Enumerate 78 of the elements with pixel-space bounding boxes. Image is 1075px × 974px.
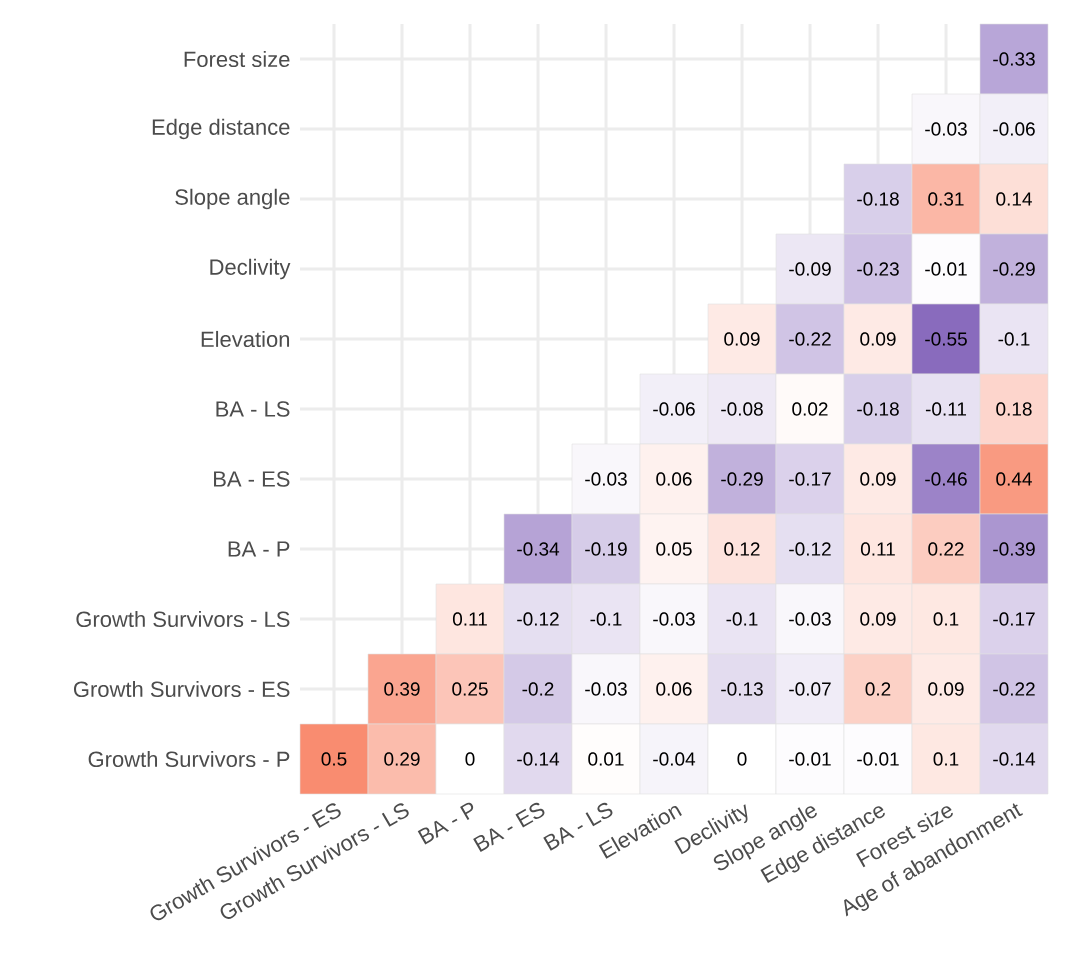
data-label: -0.01: [925, 262, 967, 276]
data-label: 0.25: [452, 682, 488, 696]
data-label: 0.02: [792, 402, 828, 416]
data-label: 0.12: [724, 542, 760, 556]
y-tick-label: BA - ES: [214, 471, 290, 487]
data-label: -0.03: [925, 122, 967, 136]
y-tick-label: BA - LS: [216, 401, 290, 417]
data-label: -0.29: [721, 472, 763, 486]
data-label: 0.11: [860, 542, 895, 556]
data-label: -0.39: [993, 542, 1035, 556]
y-tick-label: Declivity: [210, 258, 291, 280]
data-label: 0: [737, 752, 747, 766]
data-label: 0.5: [321, 752, 347, 766]
data-label: -0.1: [590, 612, 622, 626]
data-label: -0.08: [721, 402, 763, 416]
data-label: -0.14: [517, 752, 560, 766]
data-label: -0.09: [789, 262, 831, 276]
data-label: -0.1: [998, 332, 1030, 346]
data-label: -0.17: [789, 472, 831, 486]
data-label: -0.13: [721, 682, 763, 696]
data-label: -0.11: [925, 402, 967, 416]
data-label: 0: [465, 752, 475, 766]
data-label: -0.17: [993, 612, 1035, 626]
data-label: 0.09: [860, 612, 896, 626]
data-label: 0.09: [860, 332, 896, 346]
data-label: 0.09: [928, 682, 964, 696]
data-label: 0.01: [588, 752, 624, 766]
data-label: 0.39: [384, 682, 420, 696]
data-label: -0.01: [857, 752, 899, 766]
data-label: -0.19: [585, 542, 627, 556]
data-label: 0.2: [865, 682, 891, 696]
y-tick-label: BA - P: [228, 541, 290, 557]
data-label: 0.06: [656, 682, 692, 696]
data-label: -0.03: [585, 472, 627, 486]
data-label: -0.06: [993, 122, 1035, 136]
y-tick-label: Elevation: [201, 330, 290, 348]
data-label: 0.29: [384, 752, 420, 766]
data-label: -0.23: [857, 262, 899, 276]
data-label: 0.1: [933, 752, 959, 766]
data-label: 0.18: [996, 402, 1032, 416]
x-tick-label: BA - P: [417, 802, 474, 845]
data-label: -0.55: [925, 332, 967, 346]
data-label: -0.12: [517, 612, 559, 626]
y-tick-label: Forest size: [184, 50, 290, 68]
y-tick-label: Slope angle: [175, 188, 290, 210]
data-label: -0.03: [653, 612, 695, 626]
data-label: 0.31: [928, 192, 964, 206]
data-label: -0.04: [653, 752, 696, 766]
y-tick-label: Growth Survivors - P: [88, 750, 290, 768]
data-label: -0.18: [857, 192, 899, 206]
data-label: -0.07: [789, 682, 831, 696]
data-label: -0.18: [857, 402, 899, 416]
data-label: 0.14: [996, 192, 1032, 206]
data-label: 0.09: [860, 472, 896, 486]
y-tick-label: Edge distance: [152, 118, 290, 140]
data-label: -0.22: [789, 332, 831, 346]
data-label: 0.1: [933, 612, 959, 626]
data-label: 0.06: [656, 472, 692, 486]
data-label: -0.29: [993, 262, 1035, 276]
data-label: -0.03: [585, 682, 627, 696]
data-label: -0.33: [993, 52, 1035, 66]
data-label: 0.09: [724, 332, 760, 346]
data-label: 0.22: [928, 542, 964, 556]
data-label: 0.05: [656, 542, 692, 556]
data-label: -0.14: [993, 752, 1036, 766]
y-tick-label: Growth Survivors - LS: [76, 610, 290, 628]
data-label: 0.44: [996, 472, 1032, 486]
data-label: -0.46: [925, 472, 967, 486]
data-label: -0.22: [993, 682, 1035, 696]
data-label: -0.2: [522, 682, 554, 696]
y-tick-label: Growth Survivors - ES: [73, 680, 290, 698]
data-label: -0.06: [653, 402, 695, 416]
data-label: -0.01: [789, 752, 831, 766]
data-label: -0.1: [726, 612, 758, 626]
data-label: -0.03: [789, 612, 831, 626]
data-label: 0.11: [452, 612, 487, 626]
data-label: -0.12: [789, 542, 831, 556]
data-label: -0.34: [517, 542, 560, 556]
